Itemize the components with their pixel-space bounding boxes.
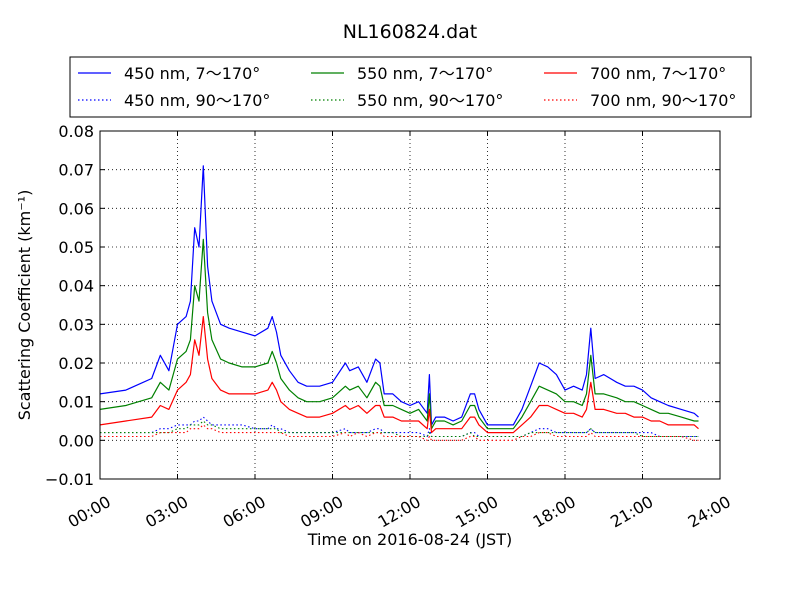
legend: 450 nm, 7～170° 550 nm, 7～170° 700 nm, 7～17… <box>69 56 752 118</box>
x-axis-label: Time on 2016-08-24 (JST) <box>307 530 512 549</box>
y-axis-label: Scattering Coefficient (km⁻¹) <box>15 190 34 421</box>
series-line-2 <box>99 238 699 430</box>
legend-label: 700 nm, 90～170° <box>590 91 736 110</box>
legend-label: 450 nm, 90～170° <box>124 91 270 110</box>
y-tick-label: 0.07 <box>58 161 94 180</box>
series-line-6 <box>100 424 699 441</box>
series-line-5 <box>100 420 699 438</box>
chart-title: NL160824.dat <box>343 21 478 43</box>
axis-ticks <box>99 130 721 480</box>
series-line-3 <box>99 316 699 434</box>
y-tick-label: 0.01 <box>58 393 94 412</box>
y-tick-label: 0.02 <box>58 354 94 373</box>
y-tick-label: −0.01 <box>45 470 94 489</box>
y-tick-label: 0.06 <box>58 199 94 218</box>
series-line-1 <box>99 165 699 426</box>
y-tick-label: 0.03 <box>58 315 94 334</box>
y-tick-label: 0.04 <box>58 277 94 296</box>
y-tick-label: 0.08 <box>58 122 94 141</box>
grid <box>100 131 720 479</box>
legend-label: 450 nm, 7～170° <box>124 64 260 83</box>
legend-label: 700 nm, 7～170° <box>590 64 726 83</box>
legend-label: 550 nm, 7～170° <box>357 64 493 83</box>
series-layer <box>99 165 699 441</box>
legend-frame <box>69 56 752 118</box>
y-tick-label: 0.00 <box>58 431 94 450</box>
y-tick-label: 0.05 <box>58 238 94 257</box>
y-tick-labels: −0.01 0.00 0.01 0.02 0.03 0.04 0.05 0.06 0.07 0.0… <box>45 122 94 489</box>
legend-label: 550 nm, 90～170° <box>357 91 503 110</box>
